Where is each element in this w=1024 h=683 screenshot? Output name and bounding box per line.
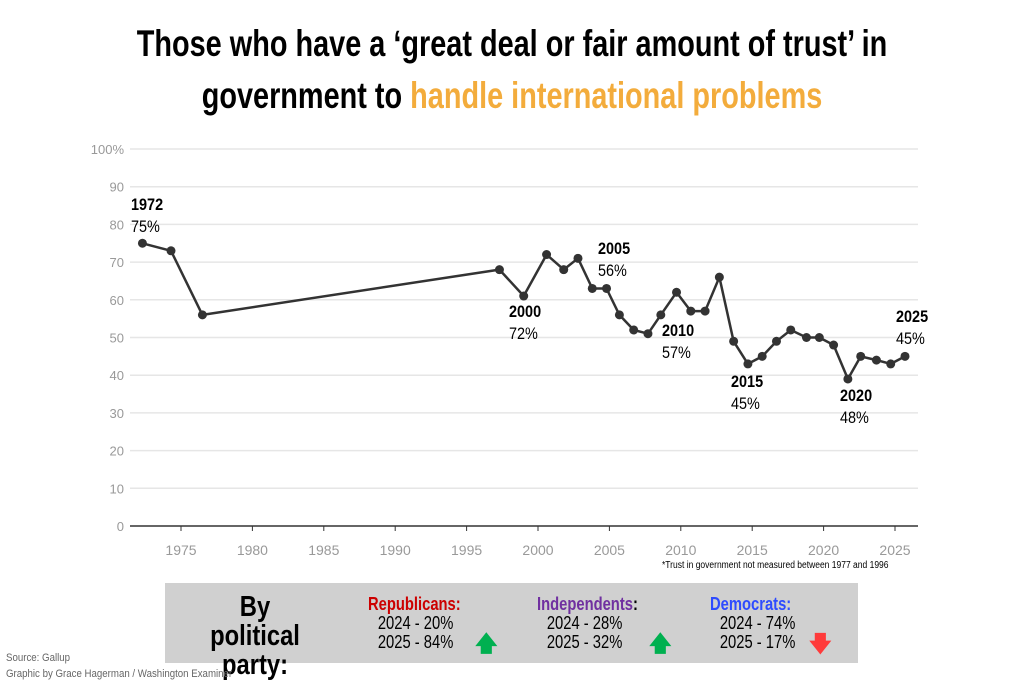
x-tick-label: 2020 [808, 542, 839, 558]
party-row-2025: 2025 - 32% [546, 632, 623, 652]
data-point [542, 250, 552, 260]
arrow-up-icon: 🡅 [649, 631, 672, 656]
data-point [519, 291, 529, 301]
arrow-up-icon: 🡅 [475, 631, 498, 656]
annotation-value: 45% [731, 395, 760, 413]
x-tick-label: 1995 [451, 542, 482, 558]
y-tick-label: 40 [110, 368, 124, 383]
party-name: Independents: [537, 595, 638, 614]
y-tick-label: 70 [110, 255, 124, 270]
data-point [559, 265, 569, 275]
data-point [829, 340, 839, 350]
x-tick-label: 1980 [237, 542, 268, 558]
party-box-title: By political party: [198, 593, 313, 680]
x-tick-label: 2005 [594, 542, 625, 558]
x-tick-label: 2015 [737, 542, 768, 558]
title-highlight: handle international problems [410, 75, 823, 116]
party-box-title-line2: party: [221, 649, 289, 681]
data-point [494, 265, 504, 275]
party-row-2025: 2025 - 84% [377, 632, 454, 652]
data-point [197, 310, 207, 320]
data-point [672, 287, 682, 297]
data-point [587, 283, 597, 293]
data-point [714, 272, 724, 282]
data-point [771, 336, 781, 346]
data-point [856, 351, 866, 361]
data-point [137, 238, 147, 248]
data-point [743, 359, 753, 369]
annotation-value: 48% [840, 409, 869, 427]
data-point [886, 359, 896, 369]
annotation-value: 56% [598, 262, 627, 280]
annotation-value: 75% [131, 218, 160, 236]
annotation-year: 2000 [509, 303, 541, 321]
party-row-2024: 2024 - 28% [546, 613, 623, 633]
data-point [900, 351, 910, 361]
party-independents: Independents: 2024 - 28% 2025 - 32% [537, 595, 660, 652]
annotation-year: 2025 [896, 308, 928, 326]
data-point [656, 310, 666, 320]
x-tick-label: 2000 [522, 542, 553, 558]
annotation-year: 2020 [840, 387, 872, 405]
y-tick-label: 80 [110, 217, 124, 232]
party-name: Republicans: [368, 594, 461, 614]
data-point [166, 246, 176, 256]
data-point [700, 306, 710, 316]
y-tick-label: 90 [110, 180, 124, 195]
title-line-2: government to handle international probl… [113, 70, 912, 122]
annotation-year: 2005 [598, 240, 630, 258]
data-point [871, 355, 881, 365]
y-tick-label: 50 [110, 331, 124, 346]
party-democrats: Democrats: 2024 - 74% 2025 - 17% [710, 595, 814, 652]
party-name-colon: : [632, 594, 638, 614]
party-box-title-line1: By political [210, 591, 300, 652]
x-tick-label: 1985 [308, 542, 339, 558]
x-tick-label: 1990 [380, 542, 411, 558]
data-point [729, 336, 739, 346]
party-republicans: Republicans: 2024 - 20% 2025 - 84% [368, 595, 481, 652]
source-text: Source: Gallup [6, 652, 71, 664]
party-row-2025: 2025 - 17% [719, 632, 796, 652]
party-name: Democrats: [710, 594, 792, 614]
chart-note: *Trust in government not measured betwee… [662, 560, 889, 571]
data-point [786, 325, 796, 335]
annotation-year: 1972 [131, 196, 163, 214]
x-tick-label: 1975 [165, 542, 196, 558]
y-tick-label: 100% [91, 142, 125, 157]
data-point [814, 333, 824, 342]
data-point [602, 283, 612, 293]
data-point [843, 374, 853, 384]
chart-title: Those who have a ‘great deal or fair amo… [0, 18, 1024, 122]
x-tick-label: 2010 [665, 542, 696, 558]
credit-text: Graphic by Grace Hagerman / Washington E… [6, 668, 233, 680]
title-prefix: government to [201, 75, 411, 116]
party-row-2024: 2024 - 74% [719, 613, 796, 633]
annotation-value: 72% [509, 325, 538, 343]
data-point [573, 253, 583, 263]
y-tick-label: 20 [110, 444, 124, 459]
annotation-value: 57% [662, 344, 691, 362]
annotation-year: 2010 [662, 322, 694, 340]
y-tick-label: 60 [110, 293, 124, 308]
party-summary-box: By political party: Republicans: 2024 - … [165, 583, 858, 680]
y-tick-label: 30 [110, 406, 124, 421]
arrow-down-icon: 🡇 [809, 631, 832, 656]
data-point [614, 310, 624, 320]
y-tick-label: 10 [110, 481, 124, 496]
data-point [643, 329, 653, 339]
data-point [629, 325, 639, 335]
data-point [686, 306, 696, 316]
title-line-1: Those who have a ‘great deal or fair amo… [136, 23, 888, 64]
y-tick-label: 0 [117, 519, 124, 534]
x-tick-label: 2025 [879, 542, 910, 558]
party-row-2024: 2024 - 20% [377, 613, 454, 633]
data-point [757, 351, 767, 361]
party-name-text: Independents [537, 594, 633, 614]
annotation-year: 2015 [731, 373, 763, 391]
data-point [801, 333, 811, 342]
annotation-value: 45% [896, 330, 925, 348]
